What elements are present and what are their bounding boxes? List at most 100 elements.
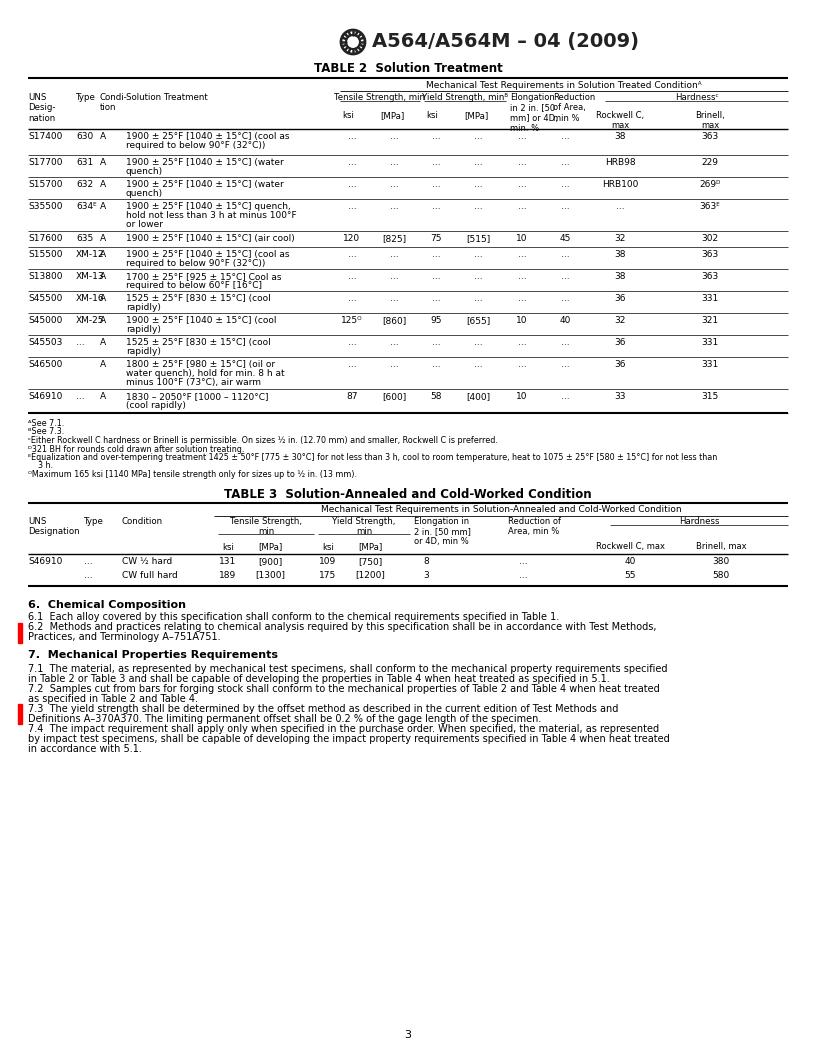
Text: ...: ... — [517, 272, 526, 281]
Text: A: A — [100, 392, 106, 401]
Text: ...: ... — [348, 250, 357, 259]
Text: 95: 95 — [430, 316, 441, 325]
Text: 1900 ± 25°F [1040 ± 15°C] (water: 1900 ± 25°F [1040 ± 15°C] (water — [126, 180, 284, 189]
Text: 1900 ± 25°F [1040 ± 15°C] (cool as: 1900 ± 25°F [1040 ± 15°C] (cool as — [126, 250, 290, 259]
Text: 363: 363 — [702, 132, 719, 142]
Text: ...: ... — [561, 250, 570, 259]
Text: 331: 331 — [702, 360, 719, 369]
Text: ...: ... — [390, 180, 398, 189]
Text: HRB98: HRB98 — [605, 158, 636, 167]
Text: S17700: S17700 — [28, 158, 63, 167]
Text: Reduction
of Area,
min %: Reduction of Area, min % — [553, 93, 595, 122]
Text: 7.4  The impact requirement shall apply only when specified in the purchase orde: 7.4 The impact requirement shall apply o… — [28, 723, 659, 734]
Text: S15500: S15500 — [28, 250, 63, 259]
Text: ...: ... — [432, 158, 441, 167]
Text: S46910: S46910 — [28, 558, 62, 566]
Text: ...: ... — [473, 294, 482, 303]
Text: ...: ... — [517, 250, 526, 259]
Text: 331: 331 — [702, 294, 719, 303]
Text: ...: ... — [473, 250, 482, 259]
Text: S17400: S17400 — [28, 132, 62, 142]
Text: ...: ... — [517, 132, 526, 142]
Text: ...: ... — [561, 158, 570, 167]
Text: ksi: ksi — [426, 111, 438, 120]
Text: 32: 32 — [614, 234, 626, 243]
Text: 131: 131 — [220, 558, 237, 566]
Text: S46500: S46500 — [28, 360, 62, 369]
Text: S45503: S45503 — [28, 338, 62, 347]
Text: 36: 36 — [614, 360, 626, 369]
Text: ...: ... — [616, 202, 624, 211]
Text: Tensile Strength,
min: Tensile Strength, min — [230, 516, 302, 535]
Text: UNS
Desig-
nation: UNS Desig- nation — [28, 93, 55, 122]
Text: ksi: ksi — [322, 543, 334, 551]
Text: 7.3  The yield strength shall be determined by the offset method as described in: 7.3 The yield strength shall be determin… — [28, 703, 619, 714]
Text: by impact test specimens, shall be capable of developing the impact property req: by impact test specimens, shall be capab… — [28, 734, 670, 743]
Text: 1830 – 2050°F [1000 – 1120°C]: 1830 – 2050°F [1000 – 1120°C] — [126, 392, 268, 401]
Text: ksi: ksi — [342, 111, 354, 120]
Text: 635: 635 — [76, 234, 93, 243]
Text: water quench), hold for min. 8 h at: water quench), hold for min. 8 h at — [126, 369, 285, 378]
Text: ...: ... — [561, 202, 570, 211]
Text: 87: 87 — [346, 392, 357, 401]
Text: A: A — [100, 250, 106, 259]
Text: ...: ... — [561, 180, 570, 189]
Text: 36: 36 — [614, 338, 626, 347]
Text: 55: 55 — [624, 570, 636, 580]
Text: Reduction of
Area, min %: Reduction of Area, min % — [508, 516, 561, 535]
Text: required to below 60°F [16°C]: required to below 60°F [16°C] — [126, 281, 262, 290]
Text: 38: 38 — [614, 132, 626, 142]
Text: Condition: Condition — [122, 516, 163, 526]
Text: [860]: [860] — [382, 316, 406, 325]
Text: ...: ... — [473, 132, 482, 142]
Text: A: A — [100, 360, 106, 369]
Text: Brinell, max: Brinell, max — [696, 543, 747, 551]
Text: Mechanical Test Requirements in Solution-Annealed and Cold-Worked Condition: Mechanical Test Requirements in Solution… — [321, 506, 681, 514]
Text: Type: Type — [84, 516, 104, 526]
Text: ...: ... — [473, 158, 482, 167]
Text: ...: ... — [561, 392, 570, 401]
Text: 40: 40 — [624, 558, 636, 566]
Text: ...: ... — [519, 570, 527, 580]
Text: 1525 ± 25°F [830 ± 15°C] (cool: 1525 ± 25°F [830 ± 15°C] (cool — [126, 338, 271, 347]
Text: Rockwell C,
max: Rockwell C, max — [596, 111, 644, 130]
Text: ...: ... — [348, 272, 357, 281]
Text: ...: ... — [76, 392, 85, 401]
Text: ...: ... — [561, 360, 570, 369]
Text: 1900 ± 25°F [1040 ± 15°C] (water: 1900 ± 25°F [1040 ± 15°C] (water — [126, 158, 284, 167]
Text: Type: Type — [76, 93, 95, 102]
Text: UNS
Designation: UNS Designation — [28, 516, 80, 535]
Text: A: A — [100, 158, 106, 167]
Text: ...: ... — [348, 338, 357, 347]
Text: ...: ... — [390, 158, 398, 167]
Text: 363ᴱ: 363ᴱ — [699, 202, 721, 211]
Text: 3 h.: 3 h. — [28, 461, 53, 471]
Text: ...: ... — [390, 250, 398, 259]
Text: [750]: [750] — [358, 558, 382, 566]
Text: 125ᴼ: 125ᴼ — [341, 316, 363, 325]
Text: ...: ... — [432, 272, 441, 281]
Text: A: A — [100, 202, 106, 211]
Text: 120: 120 — [344, 234, 361, 243]
Text: [655]: [655] — [466, 316, 490, 325]
Text: Mechanical Test Requirements in Solution Treated Conditionᴬ: Mechanical Test Requirements in Solution… — [426, 81, 702, 90]
Text: ...: ... — [348, 202, 357, 211]
Text: ...: ... — [390, 294, 398, 303]
Text: 321: 321 — [702, 316, 719, 325]
Text: CW full hard: CW full hard — [122, 570, 178, 580]
Text: ...: ... — [348, 294, 357, 303]
Text: minus 100°F (73°C), air warm: minus 100°F (73°C), air warm — [126, 378, 261, 386]
Text: 175: 175 — [319, 570, 337, 580]
Text: ...: ... — [517, 202, 526, 211]
Text: 33: 33 — [614, 392, 626, 401]
Text: S17600: S17600 — [28, 234, 63, 243]
Text: (cool rapidly): (cool rapidly) — [126, 401, 186, 410]
Text: in accordance with 5.1.: in accordance with 5.1. — [28, 743, 142, 754]
Text: ...: ... — [390, 360, 398, 369]
Text: [MPa]: [MPa] — [258, 543, 282, 551]
Text: TABLE 2  Solution Treatment: TABLE 2 Solution Treatment — [313, 62, 503, 75]
Bar — [18, 622, 22, 642]
Text: 10: 10 — [517, 392, 528, 401]
Text: S15700: S15700 — [28, 180, 63, 189]
Text: XM-25: XM-25 — [76, 316, 104, 325]
